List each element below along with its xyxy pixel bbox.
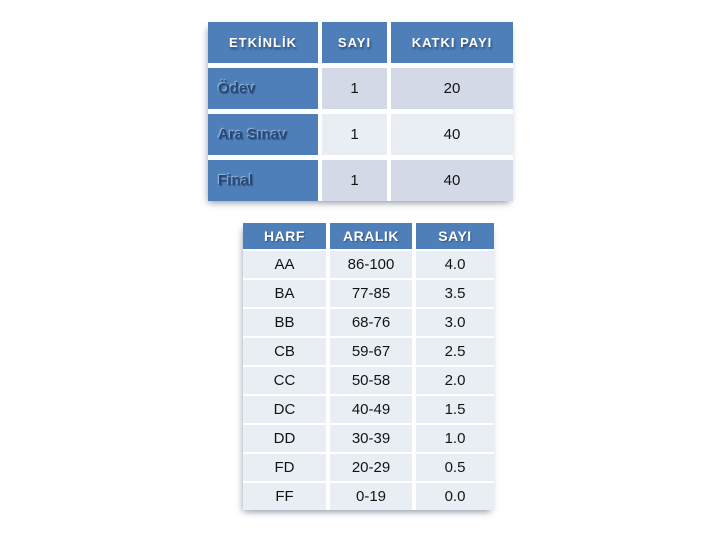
grade-cell-sayi: 0.0 [416, 483, 494, 510]
activity-cell-sayi: 1 [322, 68, 387, 109]
grade-cell-aralik: 59-67 [330, 338, 412, 365]
activities-header-sayi: SAYI [322, 22, 387, 63]
activities-header-katki-payi: KATKI PAYI [391, 22, 513, 63]
activity-row-label: Ödev [208, 68, 318, 109]
grade-cell-harf: FF [243, 483, 326, 510]
activities-table: ETKİNLİK SAYI KATKI PAYI Ödev 1 20 Ara S… [208, 22, 513, 201]
grade-cell-aralik: 0-19 [330, 483, 412, 510]
grade-cell-sayi: 3.5 [416, 280, 494, 307]
grade-cell-aralik: 30-39 [330, 425, 412, 452]
grade-cell-harf: CC [243, 367, 326, 394]
grade-cell-harf: AA [243, 251, 326, 278]
grade-cell-harf: CB [243, 338, 326, 365]
activity-cell-katki-payi: 20 [391, 68, 513, 109]
grade-cell-harf: DD [243, 425, 326, 452]
grade-cell-harf: FD [243, 454, 326, 481]
grade-cell-sayi: 0.5 [416, 454, 494, 481]
grade-cell-sayi: 2.5 [416, 338, 494, 365]
grade-cell-sayi: 2.0 [416, 367, 494, 394]
grade-cell-aralik: 68-76 [330, 309, 412, 336]
activity-cell-katki-payi: 40 [391, 160, 513, 201]
activities-header-etkinlik: ETKİNLİK [208, 22, 318, 63]
grades-table: HARF ARALIK SAYI AA 86-100 4.0 BA 77-85 … [243, 223, 494, 510]
grade-cell-sayi: 1.0 [416, 425, 494, 452]
grade-cell-aralik: 86-100 [330, 251, 412, 278]
grade-cell-aralik: 40-49 [330, 396, 412, 423]
grade-cell-harf: BB [243, 309, 326, 336]
grade-cell-sayi: 4.0 [416, 251, 494, 278]
grade-cell-aralik: 77-85 [330, 280, 412, 307]
activity-cell-sayi: 1 [322, 114, 387, 155]
grade-cell-sayi: 3.0 [416, 309, 494, 336]
activity-cell-katki-payi: 40 [391, 114, 513, 155]
grades-header-harf: HARF [243, 223, 326, 249]
grade-cell-aralik: 20-29 [330, 454, 412, 481]
activity-row-label: Final [208, 160, 318, 201]
grades-header-sayi: SAYI [416, 223, 494, 249]
grade-cell-aralik: 50-58 [330, 367, 412, 394]
activity-row-label: Ara Sınav [208, 114, 318, 155]
grade-cell-sayi: 1.5 [416, 396, 494, 423]
activity-cell-sayi: 1 [322, 160, 387, 201]
grade-cell-harf: BA [243, 280, 326, 307]
grade-cell-harf: DC [243, 396, 326, 423]
grades-header-aralik: ARALIK [330, 223, 412, 249]
